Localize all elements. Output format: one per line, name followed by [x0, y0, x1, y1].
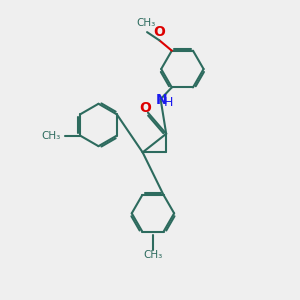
Text: O: O: [140, 101, 152, 115]
Text: CH₃: CH₃: [41, 130, 60, 141]
Text: O: O: [153, 25, 165, 39]
Text: CH₃: CH₃: [143, 250, 163, 260]
Text: CH₃: CH₃: [136, 18, 155, 28]
Text: N: N: [155, 93, 167, 107]
Text: H: H: [164, 96, 173, 109]
